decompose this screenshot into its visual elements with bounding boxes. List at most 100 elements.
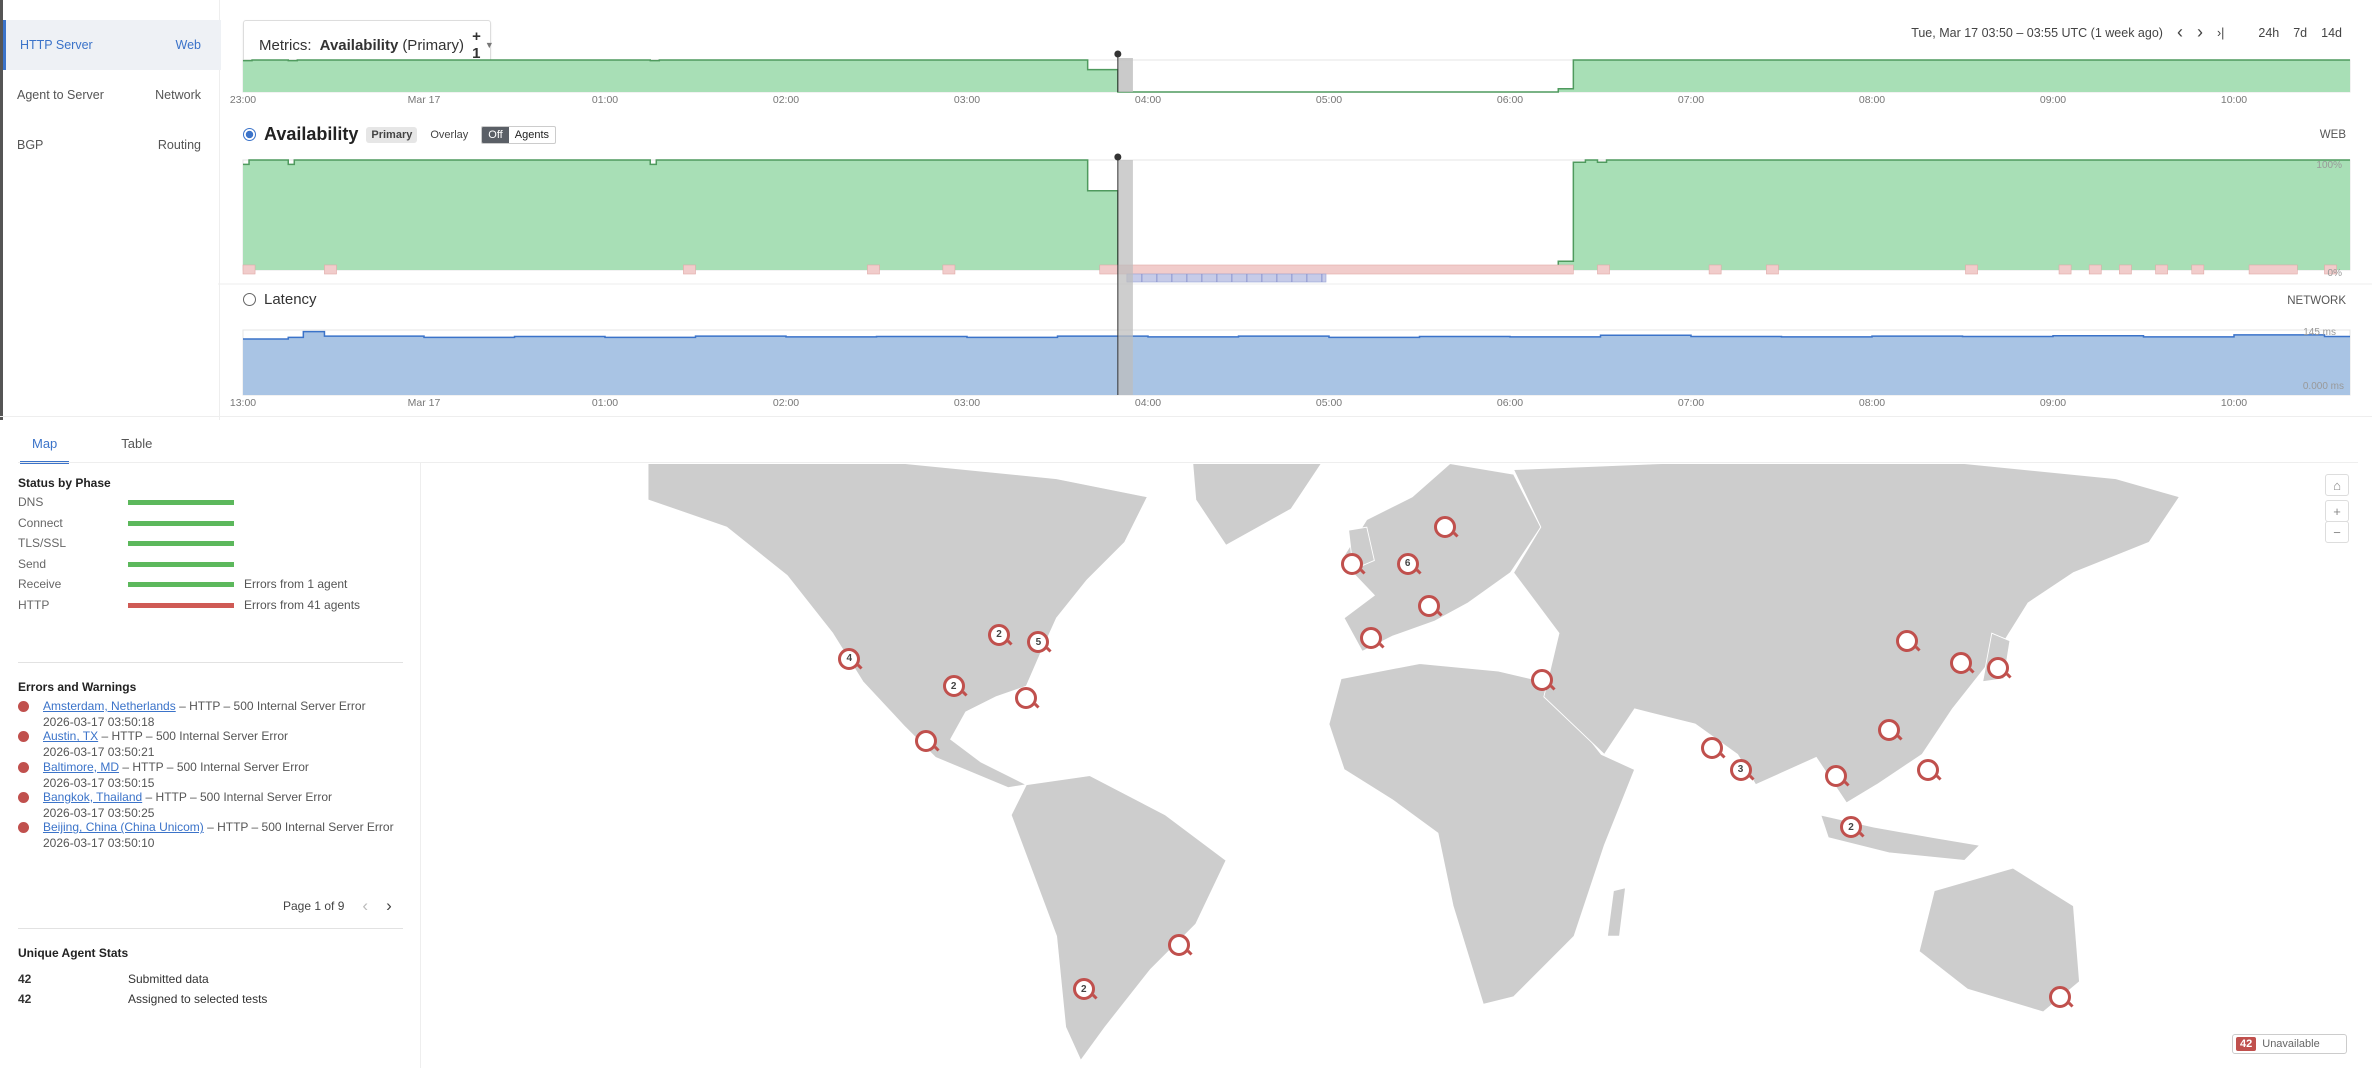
phase-status-bar[interactable] [128, 541, 234, 546]
x-axis-tick: 13:00 [229, 397, 257, 409]
agent-marker[interactable] [1896, 629, 1919, 652]
agent-marker[interactable] [1986, 657, 2009, 680]
errors-title: Errors and Warnings [18, 680, 137, 694]
sidebar-item-agent-to-server[interactable]: Agent to Server Network [3, 70, 221, 120]
metrics-primary: Availability [319, 36, 399, 54]
sidebar-item-http-server[interactable]: HTTP Server Web [3, 20, 221, 70]
previous-icon[interactable]: ‹ [2176, 22, 2183, 42]
agent-marker[interactable] [1360, 626, 1383, 649]
range-7d-button[interactable]: 7d [2293, 25, 2308, 40]
latency-title: Latency [264, 291, 317, 308]
agent-marker[interactable] [1877, 719, 1900, 742]
x-axis-tick: 05:00 [1315, 397, 1343, 409]
tab-table[interactable]: Table [121, 436, 153, 451]
range-14d-button[interactable]: 14d [2321, 25, 2342, 40]
jump-latest-icon[interactable]: ›| [2216, 25, 2225, 40]
agent-marker[interactable]: 2 [942, 675, 965, 698]
agent-marker[interactable]: 2 [988, 623, 1011, 646]
x-axis-tick: 05:00 [1315, 94, 1343, 106]
next-page-icon[interactable]: › [386, 896, 392, 915]
agent-marker[interactable] [1168, 934, 1191, 957]
agent-marker[interactable] [1700, 737, 1723, 760]
home-icon[interactable]: ⌂ [2325, 474, 2349, 496]
error-item: Baltimore, MD – HTTP – 500 Internal Serv… [18, 759, 309, 791]
range-24h-button[interactable]: 24h [2258, 25, 2280, 40]
agent-marker[interactable]: 5 [1027, 631, 1050, 654]
phase-row: HTTP Errors from 41 agents [18, 598, 403, 616]
x-axis-tick: 07:00 [1677, 397, 1705, 409]
agent-marker[interactable] [1340, 552, 1363, 575]
south-america [1010, 775, 1227, 1062]
overlay-toggle[interactable]: Off Agents [481, 125, 556, 144]
sidebar-item-label: BGP [17, 138, 44, 152]
timeline-charts[interactable] [0, 0, 2372, 460]
availability-header: Availability Primary Overlay Off Agents [243, 124, 556, 145]
agent-marker[interactable] [1950, 652, 1973, 675]
x-axis-tick: 01:00 [591, 397, 619, 409]
availability-radio[interactable] [243, 128, 256, 141]
error-marker [1597, 264, 1610, 275]
overlay-off-option[interactable]: Off [482, 126, 509, 143]
zoom-in-button[interactable]: + [2325, 500, 2349, 522]
sidebar-item-bgp[interactable]: BGP Routing [3, 120, 221, 170]
error-message: – HTTP – 500 Internal Server Error [98, 729, 288, 744]
error-status-icon [18, 761, 29, 773]
error-time: 2026-03-17 03:50:25 [43, 805, 155, 820]
tabs-divider [18, 462, 2358, 463]
unavailable-count: 42 [2236, 1037, 2257, 1051]
sidebar-item-label: Agent to Server [17, 88, 104, 102]
error-marker [1099, 264, 1574, 275]
phase-label: DNS [18, 495, 44, 509]
agent-marker[interactable] [1917, 758, 1940, 781]
error-marker [324, 264, 337, 275]
agent-marker[interactable] [2048, 985, 2071, 1008]
error-status-icon [18, 822, 29, 834]
agent-marker[interactable] [1434, 516, 1457, 539]
availability-chart-area [243, 160, 2350, 270]
overlay-agents-option[interactable]: Agents [514, 128, 549, 141]
phase-status-bar[interactable] [128, 602, 234, 608]
phase-status-bar[interactable] [128, 520, 234, 526]
error-location-link[interactable]: Amsterdam, Netherlands [43, 699, 176, 713]
overview-chart-area [243, 60, 2350, 92]
x-axis-tick: 08:00 [1858, 94, 1886, 106]
divider [18, 662, 403, 663]
error-marker [1766, 264, 1779, 275]
x-axis-tick: 04:00 [1134, 397, 1162, 409]
agent-marker[interactable] [915, 729, 938, 752]
agent-marker[interactable]: 4 [838, 647, 861, 670]
error-location-link[interactable]: Austin, TX [43, 729, 99, 744]
phase-status-bar[interactable] [128, 582, 234, 587]
agent-marker[interactable] [1015, 687, 1038, 710]
error-location-link[interactable]: Bangkok, Thailand [43, 789, 143, 804]
phase-label: HTTP [18, 597, 50, 612]
error-location-link[interactable]: Baltimore, MD [43, 759, 120, 774]
x-axis-tick: 10:00 [2220, 397, 2248, 409]
agent-marker[interactable]: 3 [1729, 758, 1752, 781]
latency-radio[interactable] [243, 293, 256, 306]
agent-marker[interactable] [1531, 669, 1554, 692]
error-location-link[interactable]: Beijing, China (China Unicom) [43, 820, 204, 835]
sidebar-item-type: Network [155, 88, 201, 102]
selected-time-range: Tue, Mar 17 03:50 – 03:55 UTC (1 week ag… [1911, 25, 2163, 40]
y-tick-min: 0% [2327, 268, 2342, 279]
error-item: Amsterdam, Netherlands – HTTP – 500 Inte… [18, 698, 366, 730]
latency-chart-area [243, 331, 2350, 395]
x-axis-tick: 03:00 [953, 94, 981, 106]
previous-page-icon[interactable]: ‹ [362, 896, 369, 915]
phase-status-bar[interactable] [128, 500, 234, 505]
view-tabs: Map Table [20, 432, 164, 464]
error-time: 2026-03-17 03:50:10 [43, 836, 155, 851]
tab-map[interactable]: Map [20, 432, 70, 464]
time-navigation: Tue, Mar 17 03:50 – 03:55 UTC (1 week ag… [1911, 22, 2342, 43]
phase-status-bar[interactable] [128, 561, 234, 567]
agent-marker[interactable]: 6 [1396, 552, 1419, 575]
agent-marker[interactable]: 2 [1072, 978, 1095, 1001]
next-icon[interactable]: › [2196, 22, 2203, 42]
primary-tag[interactable]: Primary [366, 126, 418, 143]
agent-marker[interactable] [1824, 764, 1847, 787]
zoom-out-button[interactable]: − [2325, 521, 2349, 543]
agent-marker[interactable]: 2 [1840, 816, 1863, 839]
agent-marker[interactable] [1417, 594, 1440, 617]
